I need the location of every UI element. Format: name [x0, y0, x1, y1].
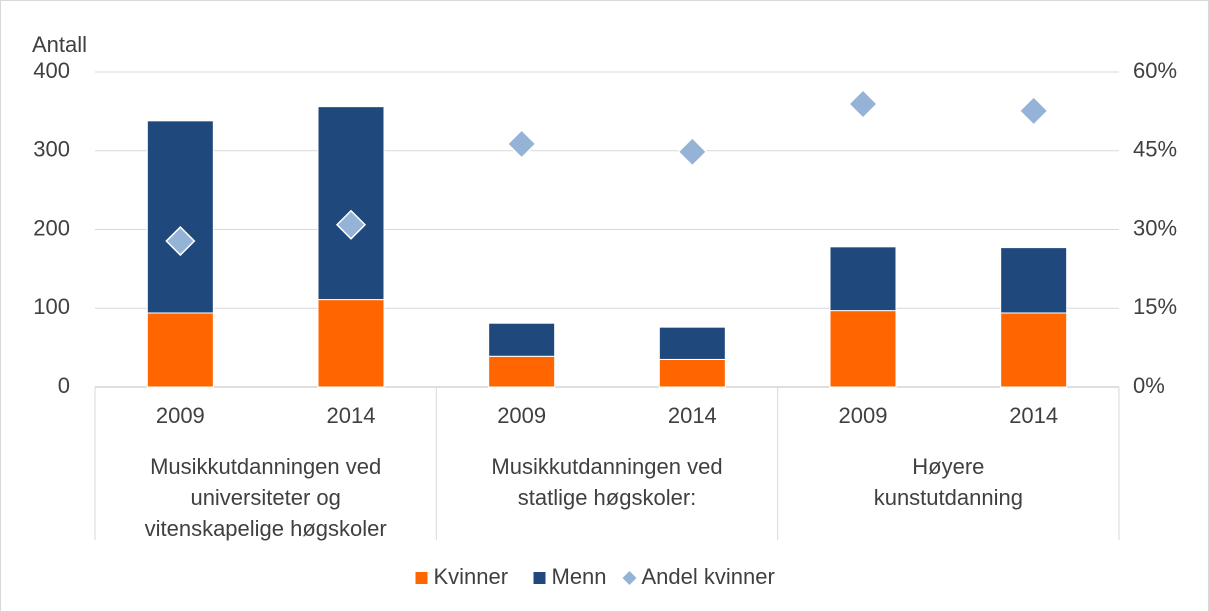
bar	[488, 355, 556, 388]
x-tick-label: 2014	[327, 403, 376, 428]
group-label: vitenskapelige høgskoler	[145, 516, 387, 541]
bar	[317, 106, 385, 301]
marker	[506, 128, 537, 159]
marker	[847, 88, 879, 120]
bar	[146, 120, 214, 314]
legend-label: Menn	[552, 564, 607, 589]
y-tick-label: 0	[58, 373, 70, 398]
bar	[488, 322, 556, 357]
bar	[317, 299, 385, 388]
y-tick-label: 100	[33, 294, 70, 319]
group-label: Musikkutdanningen ved	[491, 454, 722, 479]
y-tick-label: 200	[33, 215, 70, 240]
y2-tick-label: 45%	[1133, 137, 1177, 162]
bar	[829, 246, 897, 312]
group-label: kunstutdanning	[874, 485, 1023, 510]
bar	[658, 358, 726, 388]
group-label: statlige høgskoler:	[518, 485, 697, 510]
y2-tick-label: 0%	[1133, 373, 1165, 398]
y-tick-label: 300	[33, 137, 70, 162]
legend-marker	[533, 572, 546, 584]
x-tick-label: 2009	[497, 403, 546, 428]
x-tick-label: 2009	[839, 403, 888, 428]
bar	[146, 312, 214, 388]
marker	[165, 225, 196, 257]
y2-tick-label: 60%	[1133, 58, 1177, 83]
bar	[829, 310, 897, 388]
bar	[658, 326, 726, 360]
group-label: Høyere	[912, 454, 984, 479]
bar	[1000, 312, 1068, 388]
marker	[1018, 95, 1049, 126]
legend-label: Kvinner	[434, 564, 509, 589]
marker	[677, 136, 708, 167]
group-label: Musikkutdanningen ved	[150, 454, 381, 479]
y2-tick-label: 15%	[1133, 294, 1177, 319]
legend-marker	[415, 572, 428, 584]
x-tick-label: 2014	[1009, 403, 1058, 428]
group-label: universiteter og	[190, 485, 340, 510]
y-tick-label: 400	[33, 58, 70, 83]
y-axis-title: Antall	[32, 32, 87, 57]
x-tick-label: 2009	[156, 403, 205, 428]
y2-tick-label: 30%	[1133, 215, 1177, 240]
x-tick-label: 2014	[668, 403, 717, 428]
marker	[335, 209, 367, 240]
legend-marker	[622, 571, 637, 585]
bar	[1000, 247, 1068, 314]
legend-label: Andel kvinner	[642, 564, 775, 589]
